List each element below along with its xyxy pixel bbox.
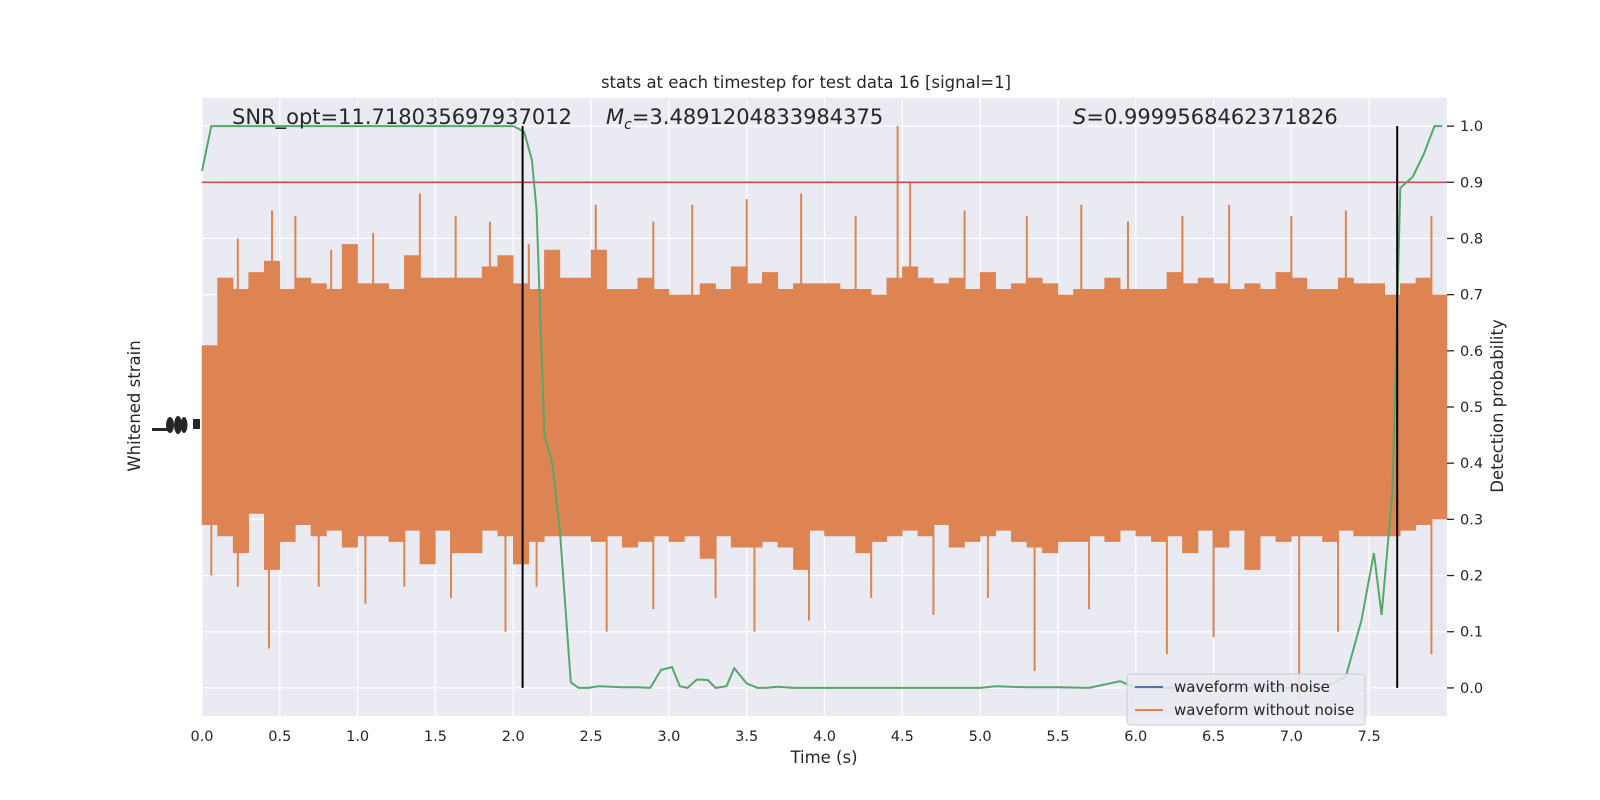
y-tick-label: 0.1 bbox=[1460, 625, 1483, 641]
y-tick-label: 0.9 bbox=[1460, 175, 1483, 191]
plot-area bbox=[201, 98, 1448, 716]
chirp-mass-annotation: Mc=3.4891204833984375 bbox=[606, 105, 883, 133]
y-tick-label: 0.6 bbox=[1460, 344, 1483, 360]
x-tick-label: 2.5 bbox=[580, 729, 603, 745]
x-tick-label: 4.0 bbox=[813, 729, 836, 745]
legend-label-waveform-with-noise: waveform with noise bbox=[1174, 678, 1330, 696]
x-tick-label: 2.0 bbox=[502, 729, 525, 745]
y-tick-label: 0.7 bbox=[1460, 288, 1483, 304]
x-tick-label: 1.0 bbox=[346, 729, 369, 745]
x-tick-label: 7.0 bbox=[1280, 729, 1303, 745]
s-value: =0.9999568462371826 bbox=[1086, 105, 1337, 129]
chart-title: stats at each timestep for test data 16 … bbox=[601, 73, 1011, 92]
x-tick-label: 4.5 bbox=[891, 729, 914, 745]
x-tick-label: 3.5 bbox=[735, 729, 758, 745]
x-tick-label: 0.5 bbox=[268, 729, 291, 745]
legend: waveform with noise waveform without noi… bbox=[1126, 673, 1366, 726]
s-symbol: S bbox=[1073, 105, 1086, 129]
x-tick-label: 5.0 bbox=[969, 729, 992, 745]
y-tick-label: 0.5 bbox=[1460, 400, 1483, 416]
chirp-mass-symbol: M bbox=[606, 105, 624, 129]
y-tick-label: 0.8 bbox=[1460, 231, 1483, 247]
legend-label-waveform-without-noise: waveform without noise bbox=[1174, 701, 1354, 719]
chirp-mass-value: =3.4891204833984375 bbox=[632, 105, 883, 129]
legend-box bbox=[1126, 673, 1366, 726]
snr-annotation: SNR_opt=11.718035697937012 bbox=[232, 105, 572, 130]
y-tick-label: 0.0 bbox=[1460, 681, 1483, 697]
x-tick-label: 7.5 bbox=[1358, 729, 1381, 745]
strain-series bbox=[201, 126, 1448, 700]
y-tick-label: 0.2 bbox=[1460, 569, 1483, 585]
x-tick-label: 3.0 bbox=[657, 729, 680, 745]
y-tick-label: 0.4 bbox=[1460, 456, 1483, 472]
x-tick-label: 5.5 bbox=[1046, 729, 1069, 745]
vertical-markers bbox=[521, 126, 1399, 688]
x-tick-label: 6.5 bbox=[1202, 729, 1225, 745]
y-tick-label: 0.3 bbox=[1460, 512, 1483, 528]
x-tick-label: 1.5 bbox=[424, 729, 447, 745]
x-axis-label: Time (s) bbox=[789, 748, 857, 767]
x-tick-label: 6.0 bbox=[1124, 729, 1147, 745]
y-tick-label: 1.0 bbox=[1460, 119, 1483, 135]
left-axis-collapsed-ticks bbox=[152, 416, 200, 434]
y-axis-left-label: Whitened strain bbox=[125, 340, 144, 471]
x-axis: 0.0 0.5 1.0 1.5 2.0 2.5 3.0 3.5 4.0 4.5 5.0 5.5 6.0 6… bbox=[190, 729, 1380, 745]
y-axis-right-label: Detection probability bbox=[1488, 319, 1507, 493]
s-annotation: S=0.9999568462371826 bbox=[1073, 105, 1338, 129]
chirp-mass-subscript: c bbox=[624, 117, 632, 133]
x-tick-label: 0.0 bbox=[190, 729, 213, 745]
y-axis-right: 0.0 0.1 0.2 0.3 0.4 0.5 0.6 0.7 0.8 0.9 1.0 bbox=[1447, 119, 1483, 697]
